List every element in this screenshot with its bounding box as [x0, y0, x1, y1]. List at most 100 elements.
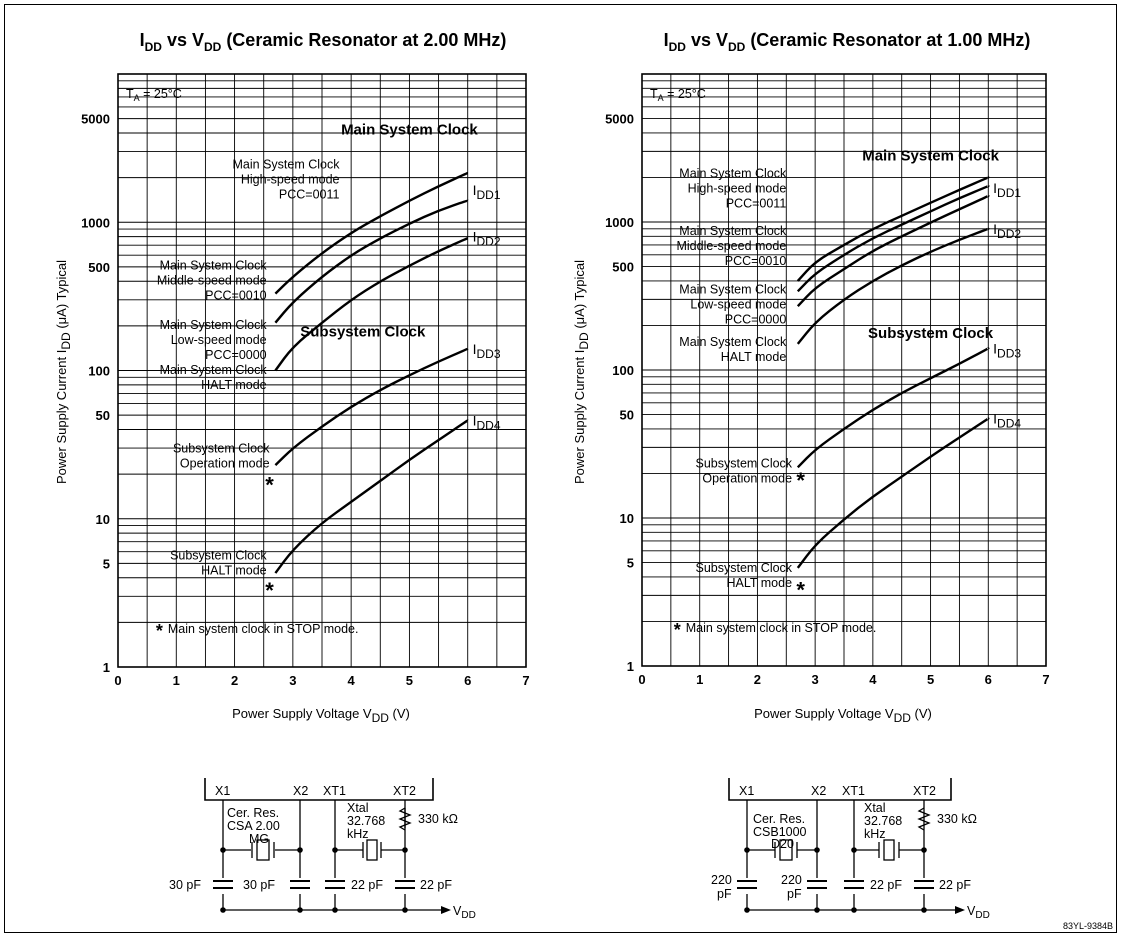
y-tick-label: 5000: [605, 112, 634, 127]
capacitor-label: 22 pF: [870, 878, 902, 892]
annotations: TA = 25°C IDD1 IDD2 IDD3 IDD4 Main System Clo…: [650, 87, 1021, 640]
capacitor-label: 30 pF: [243, 878, 275, 892]
x-tick-label: 5: [927, 672, 934, 687]
page-frame: [4, 4, 1117, 933]
curve-annotation: Main System Clock High-speed mode PCC=0011: [679, 166, 787, 210]
x-tick-label: 3: [289, 673, 296, 688]
y-tick-label: 500: [612, 260, 634, 275]
series-line-idd1: [274, 199, 469, 324]
x-tick-label: 0: [114, 673, 121, 688]
circuit-2mhz: X1 X2 XT1 XT2 Cer. Res. CSA 2.00 MG Xtal…: [169, 778, 476, 921]
junction-dots: [744, 847, 927, 913]
pin-label: XT1: [323, 784, 346, 798]
series-label: IDD1: [993, 180, 1021, 200]
y-tick-label: 1000: [605, 215, 634, 230]
series-label: IDD2: [993, 221, 1021, 241]
pin-label: XT1: [842, 784, 865, 798]
xtal-label: kHz: [864, 827, 886, 841]
crystal-icon: [878, 839, 900, 861]
resistor-icon: [398, 807, 412, 831]
asterisk-marker: *: [796, 468, 805, 493]
series-line-idd1: [796, 176, 990, 282]
x-tick-label: 7: [1042, 672, 1049, 687]
curves: [274, 171, 469, 574]
ceramic-resonator-icon: [251, 839, 275, 861]
document-code: 83YL-9384B: [1063, 921, 1113, 931]
resistor-label: 330 kΩ: [418, 812, 458, 826]
capacitor-label: 22 pF: [420, 878, 452, 892]
capacitor-label: 220: [781, 873, 802, 887]
capacitor-label: 30 pF: [169, 878, 201, 892]
series-line-idd1: [796, 184, 990, 293]
circuit-wiring: [204, 778, 441, 911]
series-label: IDD3: [993, 340, 1021, 360]
curve-annotation: Main System Clock HALT mode: [160, 363, 268, 392]
ceramic-resonator-icon: [774, 839, 798, 861]
vdd-label: VDD: [967, 904, 990, 921]
pin-label: X1: [215, 784, 230, 798]
y-tick-label: 100: [88, 364, 110, 379]
resonator-label: CSB1000: [753, 825, 807, 839]
x-tick-label: 5: [406, 673, 413, 688]
curve-annotation: Main System Clock Low-speed mode PCC=0000: [679, 282, 787, 326]
x-tick-label: 3: [812, 672, 819, 687]
y-tick-label: 10: [96, 512, 110, 527]
y-tick-label: 100: [612, 363, 634, 378]
resonator-label: D20: [771, 837, 794, 851]
y-tick-label: 50: [96, 408, 110, 423]
series-label: IDD2: [473, 229, 501, 249]
asterisk-marker: *: [265, 578, 274, 603]
x-tick-label: 1: [173, 673, 180, 688]
curve-annotation: Main System Clock High-speed mode PCC=0011: [233, 158, 341, 202]
chart-title: IDD vs VDD (Ceramic Resonator at 2.00 MH…: [140, 30, 507, 54]
y-tick-label: 5000: [81, 112, 110, 127]
y-tick-label: 1: [627, 659, 634, 674]
x-tick-label: 1: [696, 672, 703, 687]
series-line-idd1: [796, 194, 990, 308]
arrow-right-icon: [955, 906, 965, 914]
curve-annotation: Subsystem Clock Operation mode: [173, 441, 270, 470]
x-tick-label: 0: [638, 672, 645, 687]
series-line-idd2: [796, 227, 990, 345]
pin-label: X2: [293, 784, 308, 798]
group-label: Main System Clock: [862, 148, 999, 165]
series-line-idd4: [274, 419, 469, 574]
footnote: * Main system clock in STOP mode.: [674, 620, 877, 640]
circuit-wiring: [728, 778, 955, 911]
y-axis-label: Power Supply Current IDD (μA) Typical: [54, 260, 73, 484]
pin-label: X1: [739, 784, 754, 798]
curve-annotation: Subsystem Clock Operation mode: [695, 456, 792, 485]
resonator-label: Cer. Res.: [227, 806, 279, 820]
curves: [796, 176, 990, 569]
series-label: IDD4: [993, 411, 1021, 431]
group-label: Subsystem Clock: [868, 325, 994, 342]
temperature-label: TA = 25°C: [650, 87, 706, 103]
x-tick-label: 4: [869, 672, 877, 687]
xtal-label: 32.768: [864, 814, 902, 828]
resonator-label: MG: [249, 832, 269, 846]
xtal-label: 32.768: [347, 814, 385, 828]
capacitor-icons: [737, 880, 934, 889]
curve-annotation: Subsystem Clock HALT mode: [170, 549, 267, 578]
x-tick-label: 4: [348, 673, 356, 688]
group-label: Subsystem Clock: [300, 323, 426, 340]
asterisk-marker: *: [796, 577, 805, 602]
y-tick-labels: 1 5 10 50 100 500 1000 5000: [81, 112, 110, 675]
curve-annotation: Main System Clock Low-speed mode PCC=0000: [160, 318, 268, 362]
temperature-label: TA = 25°C: [126, 87, 182, 103]
junction-dots: [220, 847, 408, 913]
arrow-right-icon: [441, 906, 451, 914]
chart-1mhz: IDD vs VDD (Ceramic Resonator at 1.00 MH…: [572, 30, 1050, 725]
grid: [642, 74, 1046, 666]
capacitor-label: 22 pF: [939, 878, 971, 892]
group-label: Main System Clock: [341, 122, 478, 139]
chart-2mhz: IDD vs VDD (Ceramic Resonator at 2.00 MH…: [54, 30, 530, 725]
xtal-label: Xtal: [864, 801, 886, 815]
curve-annotation: Main System Clock Middle-speed mode PCC=00…: [157, 259, 268, 303]
series-line-idd3: [274, 347, 469, 466]
x-tick-labels: 0 1 2 3 4 5 6 7: [638, 672, 1049, 687]
x-tick-label: 6: [464, 673, 471, 688]
circuit-1mhz: X1 X2 XT1 XT2 Cer. Res. CSB1000 D20 Xtal…: [711, 778, 990, 921]
x-tick-label: 2: [754, 672, 761, 687]
